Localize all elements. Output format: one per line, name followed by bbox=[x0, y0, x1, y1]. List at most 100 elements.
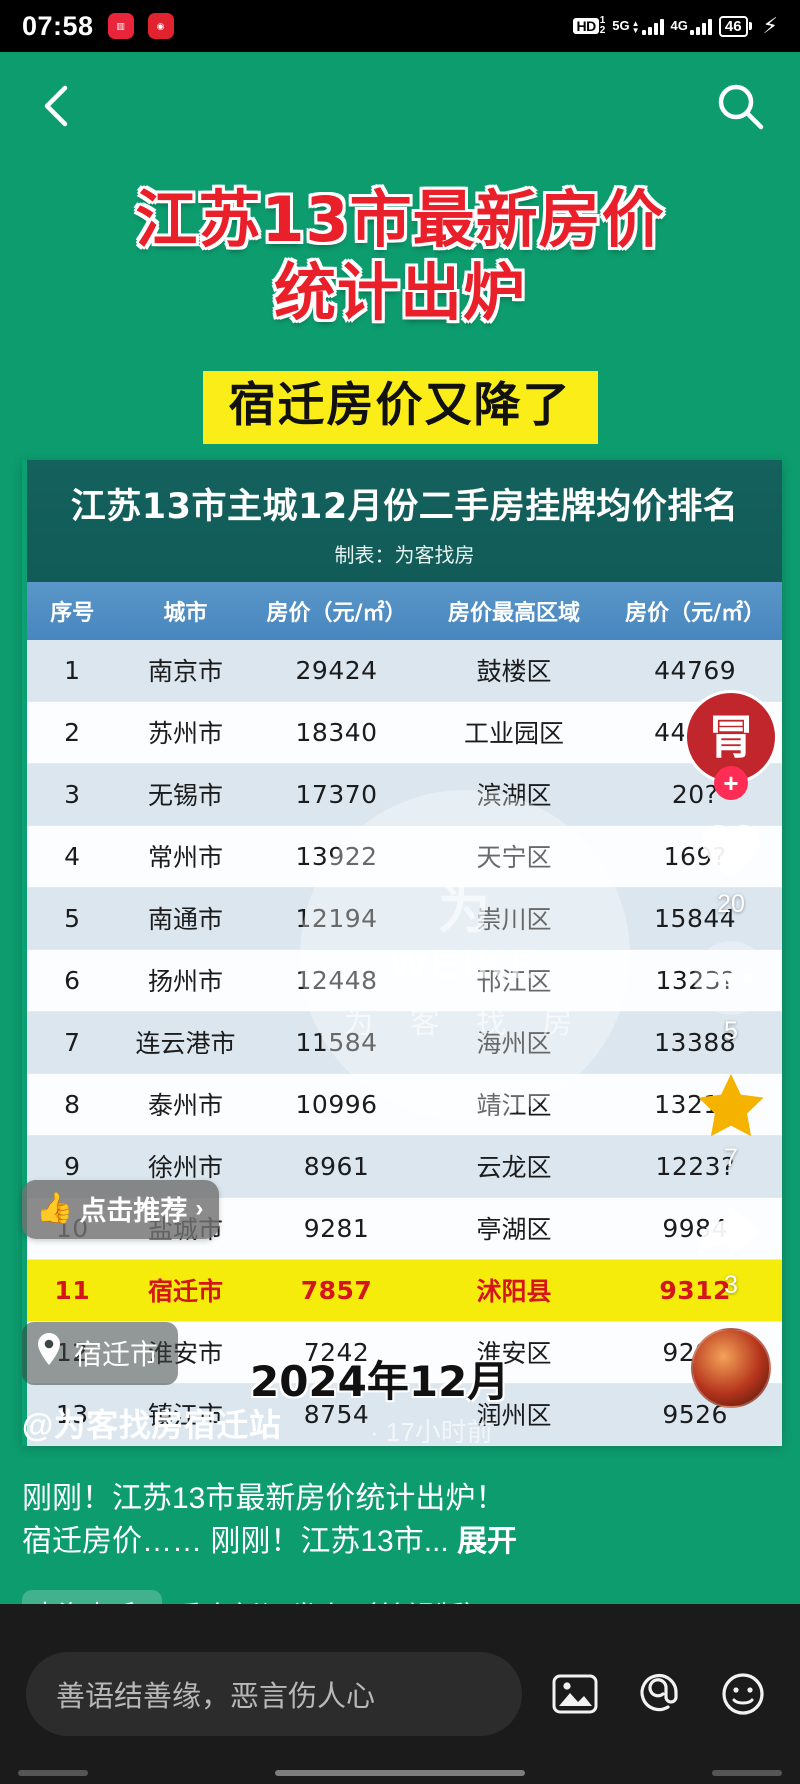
expand-link[interactable]: 展开 bbox=[457, 1524, 518, 1558]
month-overlay: 2024年12月 bbox=[250, 1357, 510, 1406]
table-cell: 崇川区 bbox=[419, 887, 609, 950]
signal-sim1: 5G ▲ ▼ bbox=[612, 18, 664, 35]
table-row: 4 常州市 13922 天宁区 169? bbox=[27, 825, 782, 888]
table-cell: 徐州市 bbox=[117, 1135, 254, 1198]
desc-line1: 刚刚！江苏13市最新房价统计出炉！ bbox=[22, 1482, 506, 1515]
table-cell: 12194 bbox=[253, 887, 420, 950]
charging-bolt-icon: ⚡ bbox=[762, 13, 778, 38]
table-cell: 18340 bbox=[253, 701, 420, 764]
table-cell: 工业园区 bbox=[419, 701, 609, 764]
table-row: 6 扬州市 12448 邗江区 1323? bbox=[27, 949, 782, 1012]
table-cell: 1323? bbox=[608, 949, 782, 1012]
heart-icon bbox=[694, 814, 768, 888]
table-col-header-0: 序号 bbox=[27, 582, 118, 640]
table-cell: 8961 bbox=[253, 1135, 420, 1198]
table-cell: 5 bbox=[27, 887, 118, 950]
hd-sup: 1 bbox=[599, 15, 606, 26]
comment-placeholder: 善语结善缘，恶言伤人心 bbox=[56, 1681, 376, 1713]
battery-level: 46 bbox=[718, 15, 748, 37]
table-row: 13 镇江市 8754 润州区 9526 bbox=[27, 1383, 782, 1446]
table-cell: 8 bbox=[27, 1073, 118, 1136]
table-cell: 11 bbox=[27, 1259, 118, 1322]
recommend-label: 点击推荐 bbox=[79, 1196, 188, 1226]
nav-bar bbox=[0, 52, 800, 162]
recommend-badge[interactable]: 👍 点击推荐 › bbox=[22, 1180, 220, 1239]
table-col-header-4: 房价（元/㎡） bbox=[608, 582, 782, 640]
table-cell: 宿迁市 bbox=[117, 1259, 254, 1322]
thumbs-up-icon: 👍 bbox=[36, 1192, 74, 1225]
table-cell: 云龙区 bbox=[419, 1135, 609, 1198]
table-row: 5 南通市 12194 崇川区 15844 bbox=[27, 887, 782, 950]
table-cell: 常州市 bbox=[117, 825, 254, 888]
like-count: 20 bbox=[717, 890, 745, 918]
comment-count: 5 bbox=[724, 1017, 738, 1045]
status-time: 07:58 bbox=[22, 10, 94, 41]
table-cell: 南京市 bbox=[117, 640, 254, 702]
emoji-icon[interactable] bbox=[712, 1663, 774, 1725]
favorite-action[interactable]: 7 bbox=[694, 1068, 768, 1173]
table-cell: 鼓楼区 bbox=[419, 640, 609, 702]
hd-label: HD bbox=[573, 17, 599, 35]
table-row: 3 无锡市 17370 滨湖区 20? bbox=[27, 763, 782, 826]
share-count: 3 bbox=[724, 1271, 738, 1299]
like-action[interactable]: 20 bbox=[694, 814, 768, 919]
hd-sub: 2 bbox=[599, 25, 606, 36]
table-cell: 无锡市 bbox=[117, 763, 254, 826]
table-cell: 12448 bbox=[253, 949, 420, 1012]
table-cell: 连云港市 bbox=[117, 1011, 254, 1074]
table-row: 9 徐州市 8961 云龙区 1223? bbox=[27, 1135, 782, 1198]
chevron-right-icon: › bbox=[195, 1194, 204, 1222]
table-row: 2苏州市18340工业园区44141 bbox=[27, 701, 782, 764]
image-icon[interactable] bbox=[544, 1663, 606, 1725]
sim2-label: 4G bbox=[670, 17, 688, 33]
gesture-hint-right bbox=[712, 1770, 782, 1776]
table-cell: 7 bbox=[27, 1011, 118, 1074]
avatar-icon: 冐 bbox=[708, 711, 754, 763]
poi-badge[interactable]: 宿迁市 bbox=[22, 1322, 179, 1385]
table-cell: 1 bbox=[27, 640, 118, 702]
comment-input[interactable]: 善语结善缘，恶言伤人心 bbox=[26, 1652, 522, 1736]
table-row: 7 连云港市 11584 海州区 13388 bbox=[27, 1011, 782, 1074]
table-cell: 海州区 bbox=[419, 1011, 609, 1074]
table-cell: 29424 bbox=[253, 640, 420, 702]
comment-dots-icon bbox=[694, 941, 768, 1015]
signal-sim2: 4G bbox=[671, 18, 712, 35]
table-cell: 南通市 bbox=[117, 887, 254, 950]
status-notification-icon-2: ◉ bbox=[147, 13, 174, 39]
post-description[interactable]: 刚刚！江苏13市最新房价统计出炉！ 宿迁房价…… 刚刚！江苏13市... 展开 bbox=[22, 1478, 602, 1563]
table-cell: 44769 bbox=[608, 640, 782, 702]
author-name[interactable]: @为客找房宿迁站 bbox=[22, 1407, 282, 1443]
poi-label: 宿迁市 bbox=[74, 1338, 159, 1370]
price-table-card: 江苏13市主城12月份二手房挂牌均价排名 制表：为客找房 序号 城市 房价（元/㎡）… bbox=[22, 460, 782, 1446]
status-bar: 07:58 ▥ ◉ HD 1 2 5G ▲ ▼ 4G 46 bbox=[0, 0, 800, 52]
table-cell: 9312 bbox=[608, 1259, 782, 1322]
table-cell: 6 bbox=[27, 949, 118, 1012]
poster-headline: 江苏13市最新房价 统计出炉 bbox=[0, 162, 800, 329]
bottom-bar: 善语结善缘，恶言伤人心 bbox=[0, 1604, 800, 1784]
table-cell: 3 bbox=[27, 763, 118, 826]
desc-line2-wrap: 宿迁房价…… 刚刚！江苏13市... 展开 bbox=[22, 1521, 602, 1564]
comment-action[interactable]: 5 bbox=[694, 941, 768, 1046]
table-cell: 润州区 bbox=[419, 1383, 609, 1446]
music-disc-icon[interactable] bbox=[691, 1328, 771, 1408]
poster-subhead: 宿迁房价又降了 bbox=[202, 371, 598, 445]
avatar[interactable]: 冐 + bbox=[684, 690, 778, 800]
table-cell: 沭阳县 bbox=[419, 1259, 609, 1322]
table-cell: 15844 bbox=[608, 887, 782, 950]
at-icon[interactable] bbox=[628, 1663, 690, 1725]
card-header: 江苏13市主城12月份二手房挂牌均价排名 制表：为客找房 bbox=[27, 460, 782, 582]
gesture-bar[interactable] bbox=[275, 1770, 525, 1776]
table-cell: 7242 bbox=[253, 1321, 420, 1384]
table-cell: 11584 bbox=[253, 1011, 420, 1074]
table-cell: 靖江区 bbox=[419, 1073, 609, 1136]
search-icon[interactable] bbox=[712, 78, 768, 134]
share-arrow-icon bbox=[694, 1195, 768, 1269]
share-action[interactable]: 3 bbox=[694, 1195, 768, 1300]
poster-headings: 江苏13市最新房价 统计出炉 宿迁房价又降了 bbox=[0, 162, 800, 445]
follow-button[interactable]: + bbox=[714, 766, 748, 800]
back-button[interactable] bbox=[32, 80, 84, 132]
signal-bars-2 bbox=[689, 18, 712, 35]
hd-volte-icon: HD 1 2 bbox=[573, 16, 605, 36]
table-row: 1 南京市 29424 鼓楼区 44769 bbox=[27, 640, 782, 702]
